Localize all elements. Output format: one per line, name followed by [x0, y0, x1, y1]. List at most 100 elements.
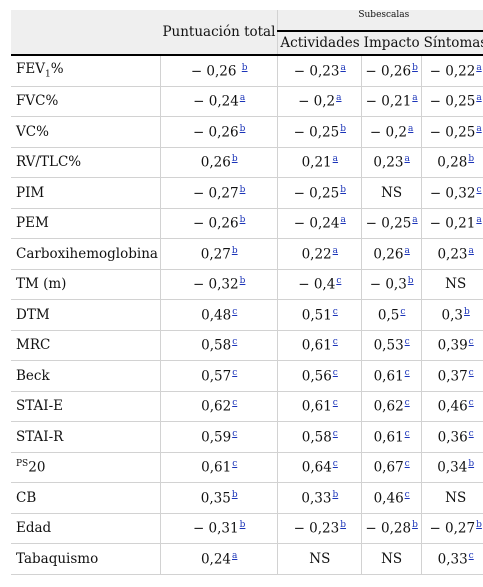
cell-value: NS [309, 550, 331, 567]
footnote-link[interactable]: c [400, 306, 406, 317]
footnote-link[interactable]: b [464, 306, 470, 317]
footnote-link[interactable]: c [404, 489, 410, 500]
table-row: TM (m) − 0,32b − 0,4c − 0,3b NS [11, 269, 483, 300]
table-cell: 0,67c [361, 452, 423, 483]
footnote-link[interactable]: b [239, 184, 246, 195]
row-label-text: TM (m) [16, 276, 67, 293]
cell-value: NS [381, 184, 403, 201]
footnote-link[interactable]: c [332, 367, 338, 378]
footnote-link[interactable]: b [231, 489, 238, 500]
footnote-link[interactable]: a [412, 215, 418, 225]
footnote-link[interactable]: c [232, 337, 238, 347]
table-cell: NS [277, 543, 363, 575]
footnote-link[interactable]: c [404, 367, 410, 378]
footnote-link[interactable]: c [468, 398, 474, 408]
footnote-link[interactable]: a [232, 550, 238, 561]
footnote-link[interactable]: c [232, 398, 238, 408]
table-row: Tabaquismo 0,24a NS NS 0,33c [11, 543, 483, 575]
footnote-link[interactable]: a [404, 154, 410, 164]
cell-value: NS [445, 276, 467, 293]
footnote-link[interactable]: a [336, 93, 342, 103]
header-blank-cell [11, 10, 161, 56]
cell-value: 0,22 [301, 246, 332, 262]
footnote-link[interactable]: a [476, 62, 482, 73]
footnote-link[interactable]: a [239, 93, 246, 103]
footnote-link[interactable]: b [239, 520, 246, 530]
row-label-text: STAI-E [16, 398, 64, 415]
footnote-link[interactable]: a [404, 245, 410, 256]
footnote-link[interactable]: c [232, 306, 238, 317]
footnote-link[interactable]: c [332, 306, 338, 317]
cell-value: 0,61 [373, 368, 404, 384]
table-cell: 0,64c [277, 452, 363, 483]
footnote-link[interactable]: c [232, 428, 238, 439]
cell-value: − 0,25 [293, 124, 340, 140]
table-cell: 0,62c [361, 391, 423, 422]
table-cell: 0,39c [421, 330, 483, 361]
footnote-link[interactable]: b [468, 154, 475, 164]
footnote-link[interactable]: c [232, 367, 238, 378]
footnote-link[interactable]: b [412, 520, 418, 530]
footnote-link[interactable]: a [412, 93, 418, 103]
table-cell: 0,23a [361, 147, 423, 178]
footnote-link[interactable]: b [340, 520, 347, 530]
footnote-link[interactable]: c [468, 550, 474, 561]
table-row: Edad − 0,31b − 0,23b − 0,28b − 0,27b [11, 513, 483, 544]
footnote-link[interactable]: b [231, 245, 238, 256]
footnote-link[interactable]: c [476, 184, 482, 195]
footnote-link[interactable]: a [340, 215, 346, 225]
footnote-link[interactable]: a [332, 154, 339, 164]
footnote-link[interactable]: b [476, 520, 482, 530]
footnote-link[interactable]: b [468, 459, 475, 469]
footnote-link[interactable]: c [332, 459, 338, 469]
footnote-link[interactable]: c [332, 337, 338, 347]
footnote-link[interactable]: c [404, 398, 410, 408]
footnote-link[interactable]: b [332, 489, 339, 500]
footnote-link[interactable]: b [241, 62, 248, 73]
footnote-link[interactable]: c [336, 276, 342, 286]
table-cell: NS [361, 177, 423, 209]
footnote-link[interactable]: b [239, 276, 246, 286]
table-cell: − 0,25a [361, 208, 423, 239]
footnote-link[interactable]: a [332, 245, 339, 256]
cell-value: − 0,23 [293, 520, 340, 537]
cell-value: 0,35 [200, 490, 231, 506]
table-cell: − 0,27b [421, 513, 483, 544]
cell-value: 0,67 [373, 459, 404, 476]
footnote-link[interactable]: b [412, 62, 418, 73]
footnote-link[interactable]: a [340, 62, 346, 73]
row-label-text: PEM [16, 215, 49, 232]
row-label-text: Beck [16, 367, 50, 384]
table-row: RV/TLC% 0,26b 0,21a 0,23a 0,28b [11, 147, 483, 178]
footnote-link[interactable]: c [332, 428, 338, 439]
footnote-link[interactable]: c [404, 459, 410, 469]
row-label-subscript: 1 [44, 70, 51, 81]
cell-value: 0,46 [437, 398, 468, 415]
footnote-link[interactable]: b [407, 276, 414, 286]
row-label: PEM [11, 208, 161, 239]
footnote-link[interactable]: b [340, 184, 347, 195]
footnote-link[interactable]: a [468, 245, 474, 256]
footnote-link[interactable]: c [404, 337, 410, 347]
cell-value: 0,62 [201, 398, 232, 415]
footnote-link[interactable]: b [231, 154, 238, 164]
footnote-link[interactable]: c [468, 367, 474, 378]
footnote-link[interactable]: a [476, 93, 482, 103]
table-cell: 0,61c [361, 360, 423, 392]
footnote-link[interactable]: c [332, 398, 338, 408]
table-cell: 0,33c [421, 543, 483, 575]
footnote-link[interactable]: b [340, 123, 347, 134]
footnote-link[interactable]: c [232, 459, 238, 469]
footnote-link[interactable]: a [476, 123, 482, 134]
cell-value: 0,62 [373, 398, 404, 415]
table-cell: − 0,23b [277, 513, 363, 544]
row-label: Carboxihemoglobina [11, 238, 161, 270]
footnote-link[interactable]: a [408, 123, 414, 134]
footnote-link[interactable]: c [404, 428, 410, 439]
footnote-link[interactable]: b [239, 215, 246, 225]
footnote-link[interactable]: c [468, 428, 474, 439]
footnote-link[interactable]: a [476, 215, 482, 225]
row-label: Edad [11, 513, 161, 544]
footnote-link[interactable]: b [239, 123, 246, 134]
footnote-link[interactable]: c [468, 337, 474, 347]
